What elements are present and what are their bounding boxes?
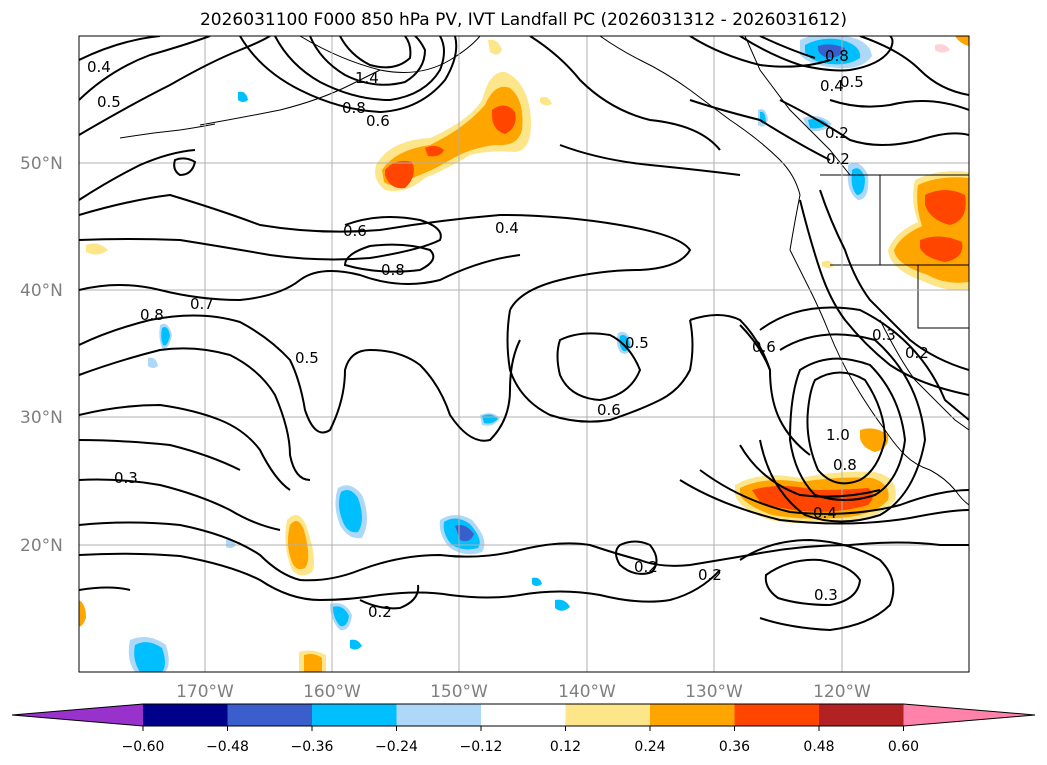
colorbar-segment: [312, 704, 397, 726]
colorbar-tick-label: −0.24: [375, 739, 418, 755]
lat-label: 40°N: [20, 281, 63, 301]
contour-label: 0.8: [833, 456, 857, 474]
contour-label: 0.3: [114, 469, 138, 487]
colorbar-tick-label: 0.48: [803, 739, 834, 755]
lon-label: 150°W: [430, 682, 488, 702]
contour-label: 0.2: [634, 558, 658, 576]
contour-label: 0.8: [140, 306, 164, 324]
colorbar-tick-label: −0.12: [460, 739, 503, 755]
colorbar-tick-label: −0.36: [291, 739, 334, 755]
lon-label: 160°W: [303, 682, 361, 702]
contour-label: 0.3: [814, 586, 838, 604]
colorbar-tick-label: 0.12: [550, 739, 581, 755]
contour-label: 0.8: [825, 47, 849, 65]
latitude-labels: 50°N 40°N 30°N 20°N: [20, 154, 63, 556]
graticule: [79, 36, 969, 672]
contour-label: 0.3: [872, 326, 896, 344]
lat-label: 50°N: [20, 154, 63, 174]
colorbar-segment: [819, 704, 904, 726]
colorbar-segment: [143, 704, 228, 726]
contour-label: 0.5: [840, 73, 864, 91]
map-frame: [78, 35, 970, 673]
contour-label: 0.2: [826, 150, 850, 168]
contour-label: 0.4: [495, 219, 519, 237]
colorbar-tick-label: 0.24: [634, 739, 665, 755]
contour-label: 0.5: [295, 349, 319, 367]
contour-label: 0.2: [368, 603, 392, 621]
lon-label: 170°W: [176, 682, 234, 702]
contour-label: 0.7: [190, 295, 214, 313]
colorbar-segment: [565, 704, 651, 726]
colorbar-tick-label: −0.48: [206, 739, 249, 755]
colorbar-segment: [227, 704, 313, 726]
colorbar-extend-min: [12, 704, 143, 726]
lon-label: 140°W: [558, 682, 616, 702]
contour-label: 0.2: [698, 566, 722, 584]
colorbar-tick-label: 0.60: [888, 739, 919, 755]
contour-label: 0.6: [752, 338, 776, 356]
contour-label: 0.8: [381, 261, 405, 279]
colorbar-segment: [481, 704, 566, 726]
contour-label: 0.2: [825, 124, 849, 142]
colorbar-tick-label: −0.60: [122, 739, 165, 755]
colorbar: −0.60 −0.48 −0.36 −0.24 −0.12 0.12 0.24 0.36 0.4…: [11, 703, 1036, 755]
pv-contours: [79, 36, 969, 632]
contour-label: 0.6: [366, 112, 390, 130]
contour-label: 1.4: [355, 69, 379, 87]
longitude-labels: 170°W 160°W 150°W 140°W 130°W 120°W: [176, 682, 871, 702]
colorbar-segment: [396, 704, 482, 726]
colorbar-segment: [650, 704, 735, 726]
contour-labels: 0.4 0.5 1.4 0.8 0.6 0.8 0.5 0.4 0.2 0.2 …: [87, 47, 929, 621]
map-title: 2026031100 F000 850 hPa PV, IVT Landfall…: [199, 10, 847, 30]
colorbar-tick-label: 0.36: [719, 739, 750, 755]
contour-label: 0.2: [905, 344, 929, 362]
contour-label: 0.5: [625, 334, 649, 352]
contour-label: 1.0: [826, 426, 850, 444]
contour-label: 0.4: [820, 77, 844, 95]
contour-label: 0.6: [343, 222, 367, 240]
lat-label: 30°N: [20, 408, 63, 428]
colorbar-segment: [734, 704, 820, 726]
lon-label: 130°W: [685, 682, 743, 702]
contour-label: 0.5: [97, 93, 121, 111]
contour-label: 0.6: [597, 401, 621, 419]
contour-label: 0.8: [342, 99, 366, 117]
contour-label: 0.4: [813, 504, 837, 522]
lat-label: 20°N: [20, 536, 63, 556]
lon-label: 120°W: [813, 682, 871, 702]
contour-label: 0.4: [87, 58, 111, 76]
colorbar-extend-max: [903, 704, 1035, 726]
